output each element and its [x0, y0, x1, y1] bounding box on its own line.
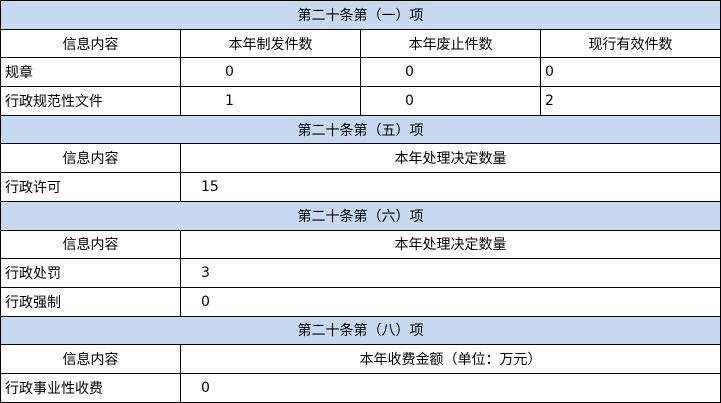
table-row: 行政规范性文件 1 0 2	[0, 86, 721, 116]
table-row: 行政许可 15	[0, 172, 721, 202]
cell: 0	[540, 57, 721, 88]
row-label: 行政事业性收费	[0, 372, 181, 403]
column-header: 现行有效件数	[540, 28, 721, 59]
section-title: 第二十条第（六）项	[0, 200, 721, 231]
column-header: 信息内容	[0, 229, 181, 260]
cell: 15	[180, 172, 721, 202]
column-header: 本年废止件数	[360, 28, 541, 59]
section-title: 第二十条第（八）项	[0, 315, 721, 346]
column-header: 本年收费金额（单位：万元）	[180, 344, 721, 374]
section-header: 第二十条第（六）项	[0, 200, 721, 231]
cell: 0	[180, 286, 721, 317]
section-header: 第二十条第（五）项	[0, 114, 721, 145]
column-header: 信息内容	[0, 344, 181, 374]
cell: 0	[360, 86, 541, 116]
section-title: 第二十条第（一）项	[0, 0, 721, 30]
section-header: 第二十条第（一）项	[0, 0, 721, 30]
cell: 3	[180, 258, 721, 288]
header-row: 信息内容 本年收费金额（单位：万元）	[0, 344, 721, 374]
cell: 0	[180, 57, 361, 88]
column-header: 本年制发件数	[180, 28, 361, 59]
cell: 0	[180, 372, 721, 403]
cell: 2	[540, 86, 721, 116]
cell: 0	[360, 57, 541, 88]
table-row: 行政事业性收费 0	[0, 372, 721, 403]
column-header: 信息内容	[0, 143, 181, 174]
cell: 1	[180, 86, 361, 116]
section-title: 第二十条第（五）项	[0, 114, 721, 145]
row-label: 行政处罚	[0, 258, 181, 288]
row-label: 行政许可	[0, 172, 181, 202]
row-label: 行政规范性文件	[0, 86, 181, 116]
column-header: 信息内容	[0, 28, 181, 59]
table-row: 行政强制 0	[0, 286, 721, 317]
section-header: 第二十条第（八）项	[0, 315, 721, 346]
table-row: 规章 0 0 0	[0, 57, 721, 88]
column-header: 本年处理决定数量	[180, 143, 721, 174]
header-row: 信息内容 本年制发件数 本年废止件数 现行有效件数	[0, 28, 721, 59]
row-label: 行政强制	[0, 286, 181, 317]
header-row: 信息内容 本年处理决定数量	[0, 143, 721, 174]
header-row: 信息内容 本年处理决定数量	[0, 229, 721, 260]
table-row: 行政处罚 3	[0, 258, 721, 288]
column-header: 本年处理决定数量	[180, 229, 721, 260]
row-label: 规章	[0, 57, 181, 88]
